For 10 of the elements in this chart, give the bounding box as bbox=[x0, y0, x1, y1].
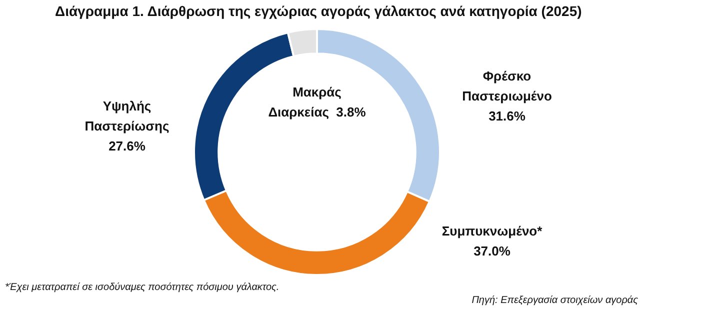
text: *Έχει μετατραπεί σε ισοδύναμες ποσότητες πόσιμου γάλακτος. bbox=[5, 282, 280, 293]
data-label: 31.6% bbox=[488, 108, 526, 124]
chart-title: Διάγραμμα 1. Διάρθρωση της εγχώριας αγοράς γάλακτος ανά κατηγορία (2025) bbox=[55, 3, 582, 19]
slice-label: Μακράς Διαρκείας 3.8% bbox=[268, 84, 366, 120]
data-label: 37.0% bbox=[474, 244, 511, 259]
slice-label: Συμπυκνωμένο* bbox=[442, 224, 544, 239]
slice-label: Φρέσκο Παστεριωμένο bbox=[462, 68, 552, 104]
text: Πηγή: Επεξεργασία στοιχείων αγοράς bbox=[472, 295, 638, 306]
slice-label: Υψηλής Παστερίωσης bbox=[84, 98, 170, 134]
data-label: 27.6% bbox=[108, 138, 146, 154]
